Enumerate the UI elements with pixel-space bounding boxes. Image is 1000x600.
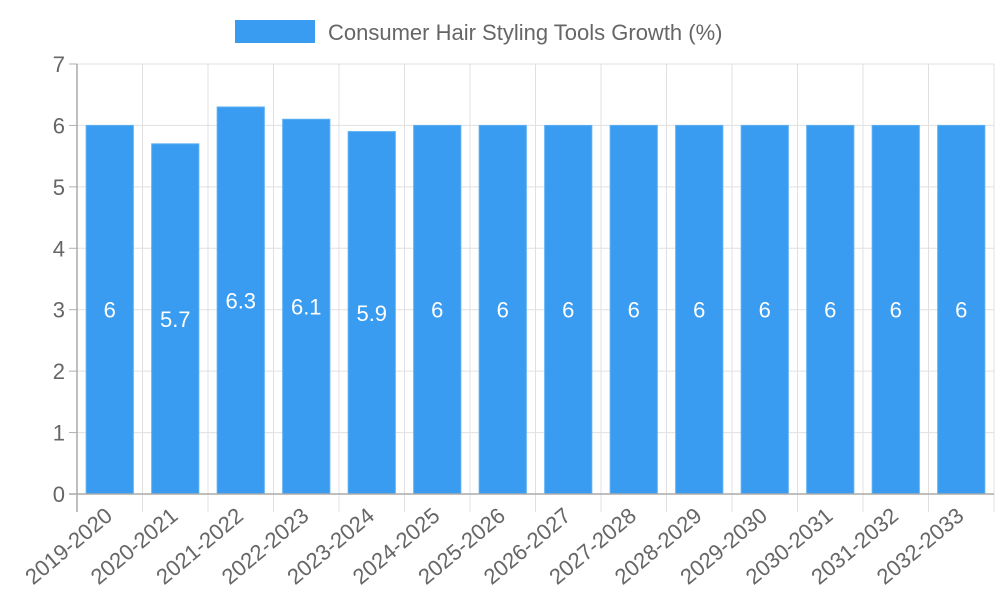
y-tick-label: 0 xyxy=(53,482,65,507)
bar-value-label: 5.9 xyxy=(356,301,387,326)
bar-value-label: 6 xyxy=(955,298,967,323)
bar[interactable] xyxy=(806,124,855,495)
y-tick-label: 5 xyxy=(53,175,65,200)
bar-value-label: 6.3 xyxy=(225,289,256,314)
bar-value-label: 6 xyxy=(431,298,443,323)
bar[interactable] xyxy=(282,118,331,495)
bar[interactable] xyxy=(216,106,265,495)
bar-value-label: 6 xyxy=(824,298,836,323)
bar[interactable] xyxy=(151,143,200,495)
y-tick-label: 6 xyxy=(53,113,65,138)
y-tick-label: 4 xyxy=(53,236,65,261)
y-axis: 0 1 2 3 4 5 6 7 xyxy=(53,52,78,512)
bar-value-label: 6 xyxy=(497,298,509,323)
y-tick-label: 2 xyxy=(53,359,65,384)
bar[interactable] xyxy=(871,124,920,495)
bar-value-label: 6 xyxy=(693,298,705,323)
bar[interactable] xyxy=(609,124,658,495)
legend-label: Consumer Hair Styling Tools Growth (%) xyxy=(328,20,723,45)
bar-value-label: 6.1 xyxy=(291,295,322,320)
gridlines xyxy=(76,63,995,512)
bar-value-label: 6 xyxy=(104,298,116,323)
legend[interactable]: Consumer Hair Styling Tools Growth (%) xyxy=(235,20,723,45)
bars: 6 5.7 6.3 6.1 5.9 6 6 6 6 6 6 6 6 6 xyxy=(85,106,986,495)
legend-swatch xyxy=(235,20,315,43)
bar[interactable] xyxy=(478,124,527,495)
bar-value-label: 6 xyxy=(759,298,771,323)
bar[interactable] xyxy=(85,124,134,495)
bar-value-label: 6 xyxy=(562,298,574,323)
bar[interactable] xyxy=(740,124,789,495)
bar[interactable] xyxy=(675,124,724,495)
y-tick-label: 1 xyxy=(53,421,65,446)
bar-value-label: 5.7 xyxy=(160,307,191,332)
y-tick-label: 3 xyxy=(53,298,65,323)
y-tick-label: 7 xyxy=(53,52,65,77)
x-axis: 2019-20202020-20212021-20222022-20232023… xyxy=(20,493,994,589)
bar-value-label: 6 xyxy=(890,298,902,323)
bar[interactable] xyxy=(413,124,462,495)
bar-value-label: 6 xyxy=(628,298,640,323)
